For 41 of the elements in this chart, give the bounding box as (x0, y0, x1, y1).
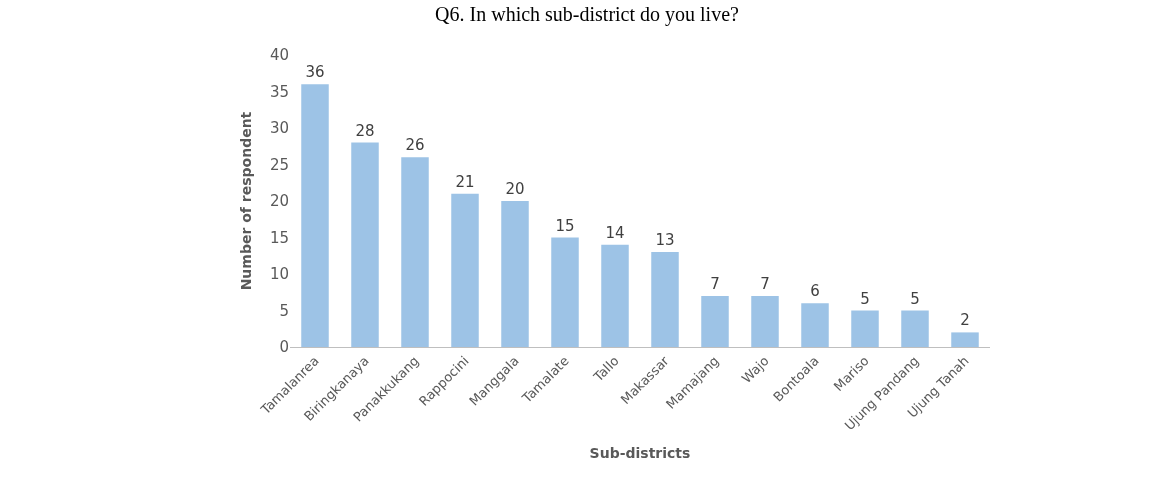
bar (801, 303, 829, 347)
y-tick-label: 0 (279, 338, 289, 357)
data-label: 5 (910, 289, 920, 308)
data-label: 2 (960, 311, 970, 330)
bar (951, 332, 979, 347)
y-tick-label: 10 (269, 265, 289, 284)
bar (401, 157, 429, 347)
y-tick-label: 30 (269, 119, 289, 138)
data-label: 28 (355, 121, 375, 140)
data-label: 26 (405, 136, 425, 155)
bar (301, 84, 329, 347)
y-tick-label: 25 (269, 155, 289, 174)
chart-title: Q6. In which sub-district do you live? (435, 3, 740, 27)
data-label: 6 (810, 282, 820, 301)
data-label: 21 (455, 172, 475, 191)
bar (851, 310, 879, 347)
data-label: 14 (605, 223, 625, 242)
data-label: 36 (305, 63, 325, 82)
data-label: 15 (555, 216, 575, 235)
x-axis-title: Sub-districts (589, 444, 691, 461)
y-tick-label: 40 (269, 46, 289, 65)
data-label: 5 (860, 289, 870, 308)
x-tick-label: Tallo (589, 353, 622, 385)
y-tick-label: 35 (269, 82, 289, 101)
bar (551, 237, 579, 347)
data-label: 20 (505, 180, 525, 198)
bar (751, 295, 779, 347)
y-axis-title: Number of respondent (237, 111, 254, 291)
bar (351, 142, 379, 347)
bar (901, 310, 929, 347)
y-tick-label: 5 (279, 301, 289, 320)
bar (451, 193, 479, 347)
y-tick-label: 20 (269, 192, 289, 211)
bar (651, 252, 679, 347)
bar (501, 201, 529, 347)
data-label: 13 (655, 231, 675, 250)
bar (701, 295, 729, 347)
data-label: 7 (710, 274, 720, 293)
bar (601, 244, 629, 347)
data-label: 7 (760, 274, 770, 293)
y-tick-label: 15 (269, 228, 289, 247)
